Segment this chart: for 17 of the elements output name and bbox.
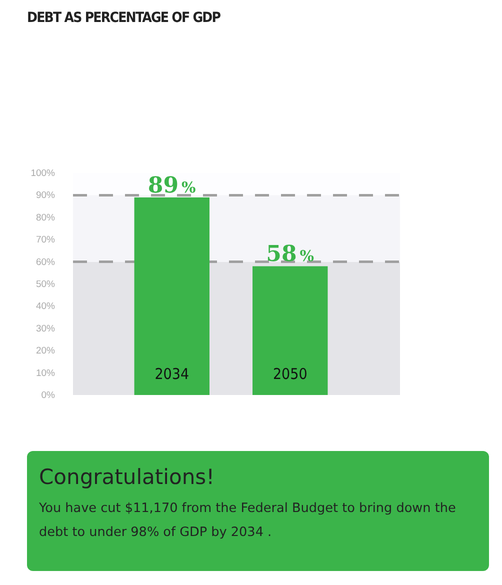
- y-tick-label: 100%: [30, 168, 56, 180]
- y-tick-label: 60%: [36, 256, 56, 268]
- x-tick-label: 2050: [272, 365, 308, 383]
- data-label: 58%: [266, 241, 314, 268]
- y-tick-label: 20%: [36, 346, 56, 357]
- message-card: Congratulations! You have cut $11,170 from the Federal Budget to bring down the debt to under 98% of GDP by 2034 .: [27, 451, 489, 571]
- y-tick-label: 0%: [41, 390, 56, 402]
- y-tick-label: 80%: [36, 212, 56, 224]
- data-label: 89%: [148, 172, 196, 198]
- y-tick-label: 50%: [36, 279, 56, 290]
- chart-title: DEBT AS PERCENTAGE OF GDP: [27, 10, 221, 26]
- y-tick-label: 40%: [36, 301, 56, 312]
- y-tick-label: 30%: [36, 323, 56, 334]
- y-tick-label: 90%: [36, 190, 56, 202]
- y-tick-label: 10%: [36, 368, 56, 379]
- y-tick-label: 70%: [36, 234, 56, 246]
- x-tick-label: 2034: [154, 365, 190, 383]
